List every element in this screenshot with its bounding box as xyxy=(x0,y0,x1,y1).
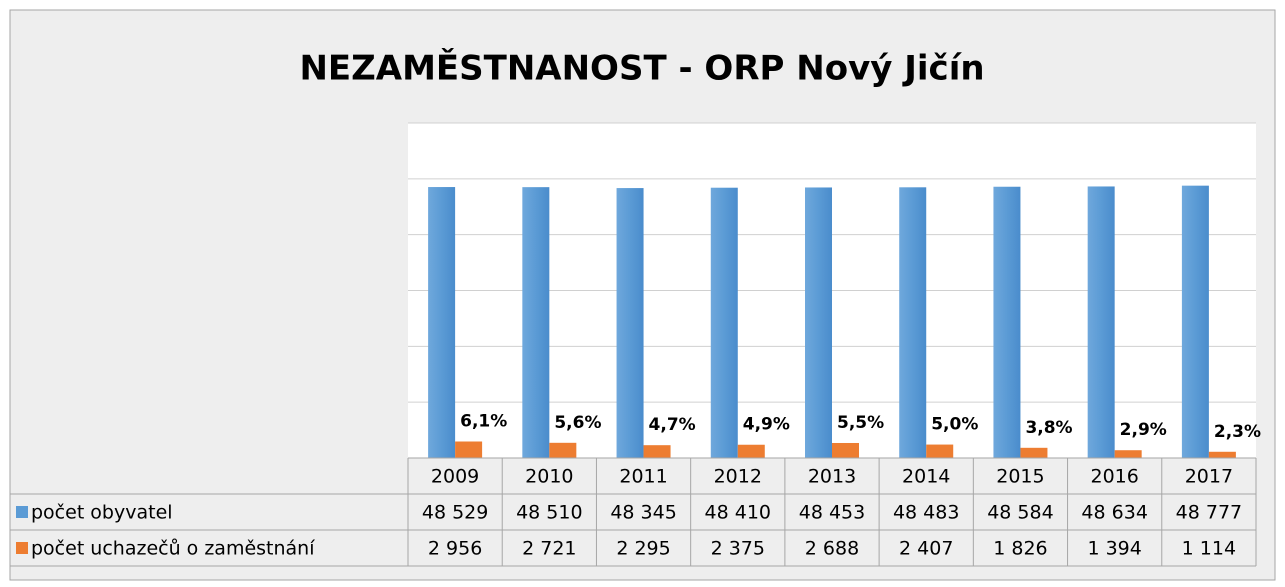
x-tick-label: 2009 xyxy=(431,466,479,488)
bar xyxy=(643,445,671,458)
percent-label: 4,7% xyxy=(649,415,696,435)
bar xyxy=(522,187,550,458)
x-tick-label: 2016 xyxy=(1090,466,1138,488)
table-value: 48 777 xyxy=(1176,502,1242,524)
chart-title: NEZAMĚSTNANOST - ORP Nový Jičín xyxy=(299,48,984,89)
bar xyxy=(993,186,1021,459)
bar xyxy=(549,442,577,458)
percent-label: 2,3% xyxy=(1214,422,1261,442)
bar xyxy=(805,187,832,458)
bar xyxy=(899,187,927,458)
x-tick-label: 2013 xyxy=(808,466,856,488)
bar xyxy=(455,441,483,458)
table-value: 48 410 xyxy=(705,502,771,524)
percent-label: 5,0% xyxy=(931,415,978,435)
legend-label: počet uchazečů o zaměstnání xyxy=(31,538,315,560)
bar xyxy=(832,442,859,458)
table-value: 1 394 xyxy=(1087,538,1141,560)
x-tick-label: 2014 xyxy=(902,466,950,488)
table-value: 2 375 xyxy=(711,538,765,560)
bar xyxy=(1208,451,1236,458)
table-value: 48 584 xyxy=(987,502,1053,524)
table-value: 2 688 xyxy=(805,538,859,560)
bar xyxy=(737,444,765,458)
bar xyxy=(710,187,738,459)
percent-label: 3,8% xyxy=(1025,418,1072,438)
percent-label: 5,5% xyxy=(837,413,884,433)
bar xyxy=(1181,185,1209,458)
table-value: 48 510 xyxy=(516,502,582,524)
table-value: 2 721 xyxy=(522,538,576,560)
x-tick-label: 2012 xyxy=(714,466,762,488)
table-value: 2 407 xyxy=(899,538,953,560)
bar xyxy=(1020,447,1048,458)
percent-label: 4,9% xyxy=(743,415,790,435)
x-tick-label: 2011 xyxy=(619,466,667,488)
table-value: 48 453 xyxy=(799,502,865,524)
bar xyxy=(1087,186,1115,459)
table-value: 48 529 xyxy=(422,502,488,524)
table-value: 2 956 xyxy=(428,538,482,560)
table-value: 1 826 xyxy=(993,538,1047,560)
x-tick-label: 2017 xyxy=(1185,466,1233,488)
bar xyxy=(926,444,954,458)
table-value: 48 483 xyxy=(893,502,959,524)
bar xyxy=(1114,450,1142,458)
table-value: 48 345 xyxy=(610,502,676,524)
x-tick-label: 2010 xyxy=(525,466,573,488)
percent-label: 2,9% xyxy=(1120,420,1167,440)
legend-label: počet obyvatel xyxy=(31,502,173,524)
legend-swatch xyxy=(16,542,28,554)
percent-label: 6,1% xyxy=(460,411,507,431)
percent-label: 5,6% xyxy=(554,413,601,433)
legend-swatch xyxy=(16,506,28,518)
bar xyxy=(428,187,456,458)
x-tick-label: 2015 xyxy=(996,466,1044,488)
table-value: 48 634 xyxy=(1081,502,1147,524)
table-value: 2 295 xyxy=(616,538,670,560)
bar xyxy=(616,188,644,459)
table-value: 1 114 xyxy=(1182,538,1236,560)
